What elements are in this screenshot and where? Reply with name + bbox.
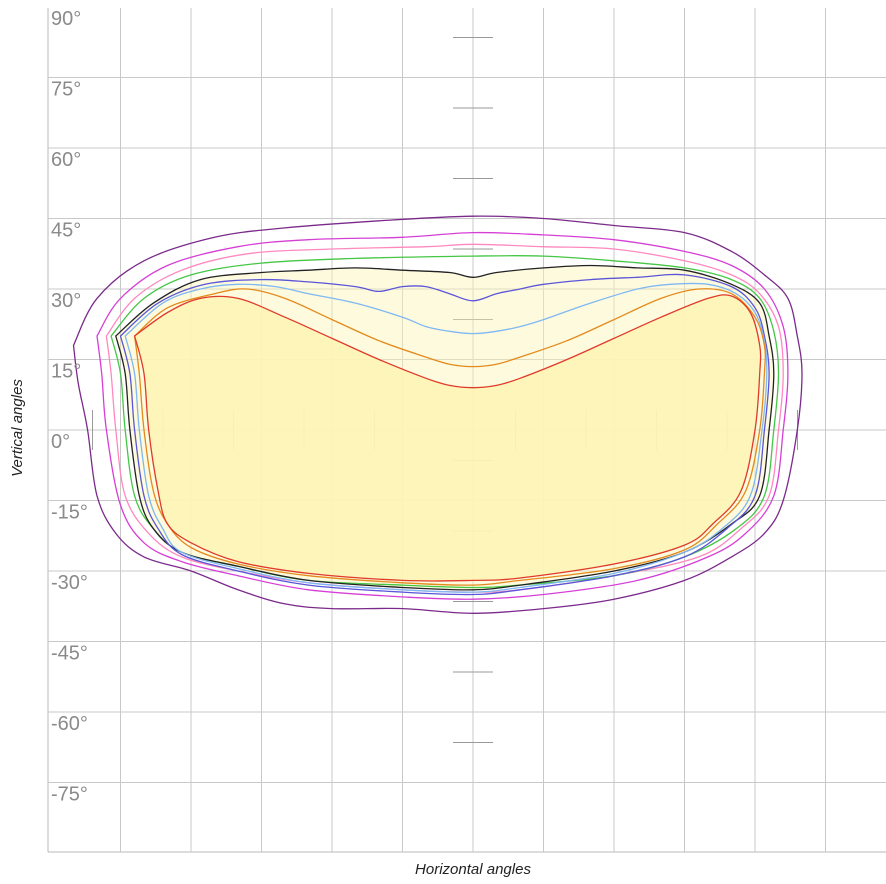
y-tick-label: -15° xyxy=(51,502,88,524)
y-tick-label: -75° xyxy=(51,784,88,806)
y-tick-label: -30° xyxy=(51,572,88,594)
contour-line-9 xyxy=(133,294,762,582)
y-tick-label: 0° xyxy=(51,431,70,453)
contour-line-1 xyxy=(72,215,803,614)
y-tick-label: 45° xyxy=(51,220,81,242)
y-tick-label: 30° xyxy=(51,290,81,312)
y-tick-labels: 90° 75° 60° 45° 30° 15° 0° -15° -30° -45° -60° -75° xyxy=(51,8,88,806)
y-tick-label: -60° xyxy=(51,713,88,735)
y-tick-label: -45° xyxy=(51,643,88,665)
y-tick-label: 90° xyxy=(51,8,81,30)
y-tick-label: 60° xyxy=(51,149,81,171)
illuminated-region xyxy=(115,265,774,590)
y-tick-label: 75° xyxy=(51,79,81,101)
contour-line-7 xyxy=(124,282,768,593)
contour-line-2 xyxy=(96,231,789,600)
contour-line-8 xyxy=(133,288,766,586)
y-tick-label: 15° xyxy=(51,361,81,383)
y-axis-label: Vertical angles xyxy=(9,379,26,477)
contour-line-3 xyxy=(105,243,784,593)
x-axis-label: Horizontal angles xyxy=(415,861,531,878)
illuminated-fill-inner xyxy=(134,294,761,582)
contour-line-6 xyxy=(119,273,770,596)
contour-series xyxy=(72,215,803,614)
contour-line-5 xyxy=(115,264,775,591)
